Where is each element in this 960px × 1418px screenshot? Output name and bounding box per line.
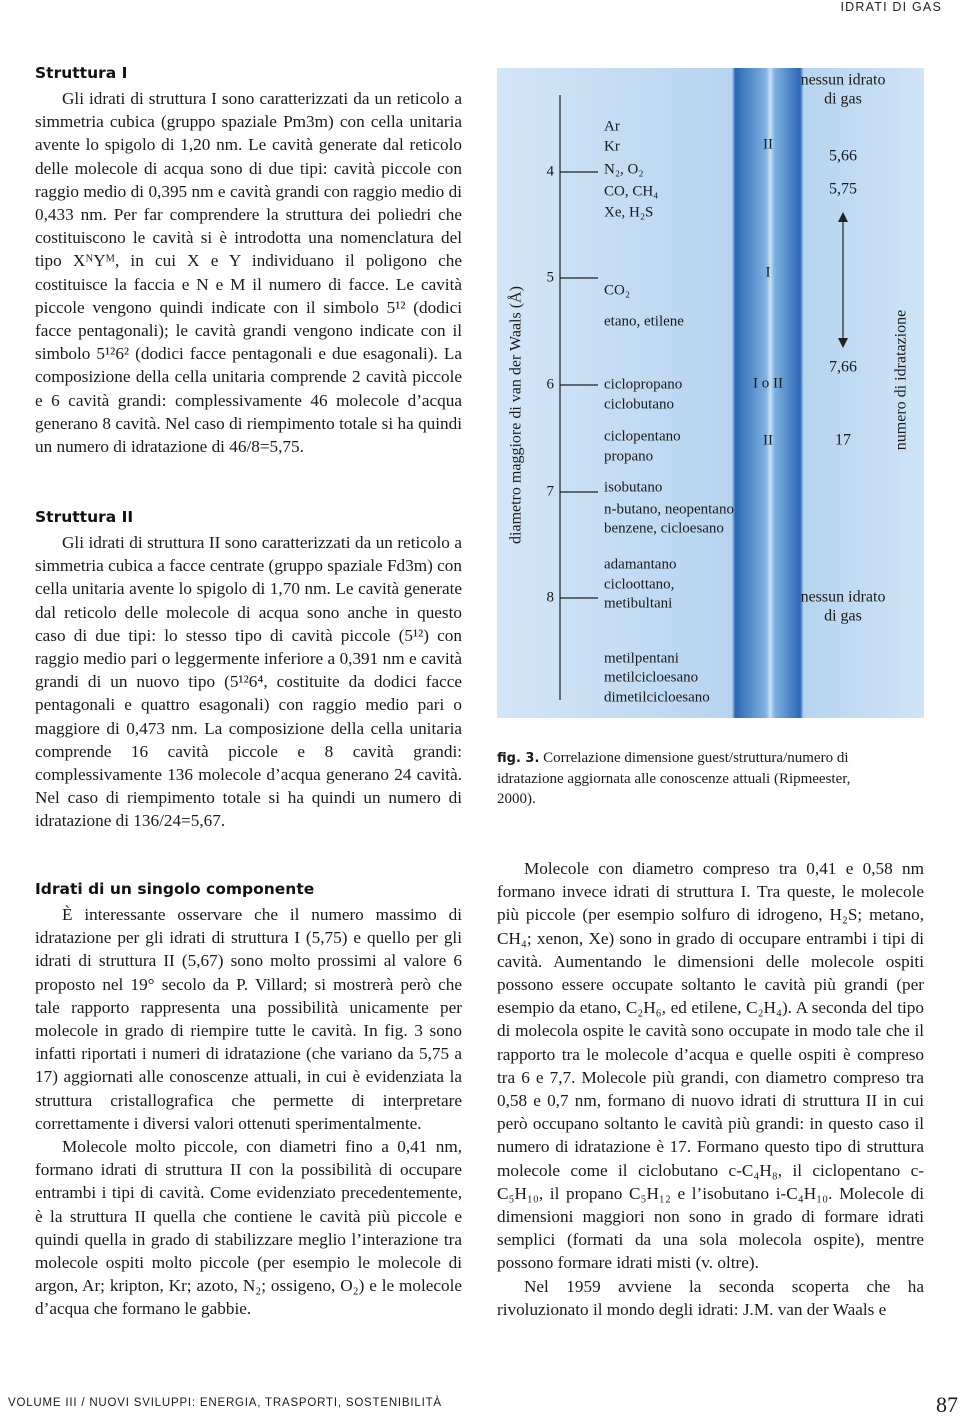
molecule-label: CO₂ [604,282,630,298]
structure-label: II [763,136,773,152]
hydration-label: nessun idrato [801,589,886,606]
page-number: 87 [936,1392,958,1417]
arrow-head [838,338,848,348]
tick-label: 8 [547,589,555,605]
axis-label: diametro maggiore di van der Waals (Å) [507,286,525,544]
paragraph: Gli idrati di struttura I sono caratteri… [35,89,462,457]
section-heading: Struttura I [35,64,128,82]
molecule-label: isobutano [604,479,662,495]
structure-label: II [763,432,773,448]
figure-graphic: 4 5 6 7 8 diametro maggiore di van der Waals … [507,72,910,706]
section-body: Gli idrati di struttura I sono caratteri… [35,87,462,458]
caption-label: fig. 3. [497,751,540,766]
molecule-label: ciclobutano [604,396,674,412]
hydration-label: 17 [835,432,851,449]
molecule-label: Ar [604,118,620,134]
caption: fig. 3. Correlazione dimensione guest/st… [497,748,857,809]
molecule-label: CO, CH₄ [604,183,658,199]
tick-label: 6 [547,376,555,392]
paragraph: Gli idrati di struttura II sono caratter… [35,533,462,831]
molecule-label: N₂, O₂ [604,161,644,177]
figure: 4 5 6 7 8 diametro maggiore di van der Waals … [497,68,924,718]
hydration-label: nessun idrato [801,72,886,89]
molecule-label: n-butano, neopentano [604,501,734,517]
molecule-label: Kr [604,138,620,154]
molecule-label: cicloottano, [604,576,674,592]
structure-label: I [766,264,771,280]
molecule-label: metilpentani [604,650,679,666]
footer: VOLUME III / NUOVI SVILUPPI: ENERGIA, TR… [8,1397,442,1409]
tick-label: 5 [547,269,555,285]
paragraph: Molecole molto piccole, con diametri fin… [35,1137,462,1319]
section-heading: Struttura II [35,508,134,526]
molecule-label: metibultani [604,595,672,611]
arrow-head [838,212,848,222]
section-body: È interessante osservare che il numero m… [35,903,462,1321]
tick-label: 4 [547,163,555,179]
molecule-label: ciclopentano [604,428,681,444]
running-title: IDRATI DI GAS [840,0,942,14]
molecule-label: propano [604,448,653,464]
molecule-label: Xe, H₂S [604,204,653,220]
hydration-label: 7,66 [829,359,857,376]
section-heading: Idrati di un singolo componente [35,880,315,898]
section-body: Gli idrati di struttura II sono caratter… [35,531,462,833]
heading: Idrati di un singolo componente [35,880,314,899]
molecule-label: etano, etilene [604,313,684,329]
heading: Struttura I [35,64,127,83]
paragraph: È interessante osservare che il numero m… [35,905,462,1133]
paragraph: Molecole con diametro compreso tra 0,41 … [497,859,924,1273]
side-label: numero di idratazione [893,310,910,450]
molecule-label: ciclopropano [604,376,682,392]
structure-label: I o II [753,375,783,391]
hydration-label: 5,75 [829,181,857,198]
molecule-label: metilcicloesano [604,669,698,685]
paragraph: Nel 1959 avviene la seconda scoperta che… [497,1276,924,1319]
hydration-label: 5,66 [829,148,857,165]
hydration-label: di gas [824,608,862,625]
molecule-label: adamantano [604,556,676,572]
tick-label: 7 [547,483,555,499]
caption-text: Correlazione dimensione guest/struttura/… [497,750,851,807]
molecule-label: benzene, cicloesano [604,520,724,536]
hydration-label: di gas [824,91,862,108]
molecule-label: dimetilcicloesano [604,689,710,705]
heading: Struttura II [35,508,133,527]
right-column: Molecole con diametro compreso tra 0,41 … [497,857,924,1321]
